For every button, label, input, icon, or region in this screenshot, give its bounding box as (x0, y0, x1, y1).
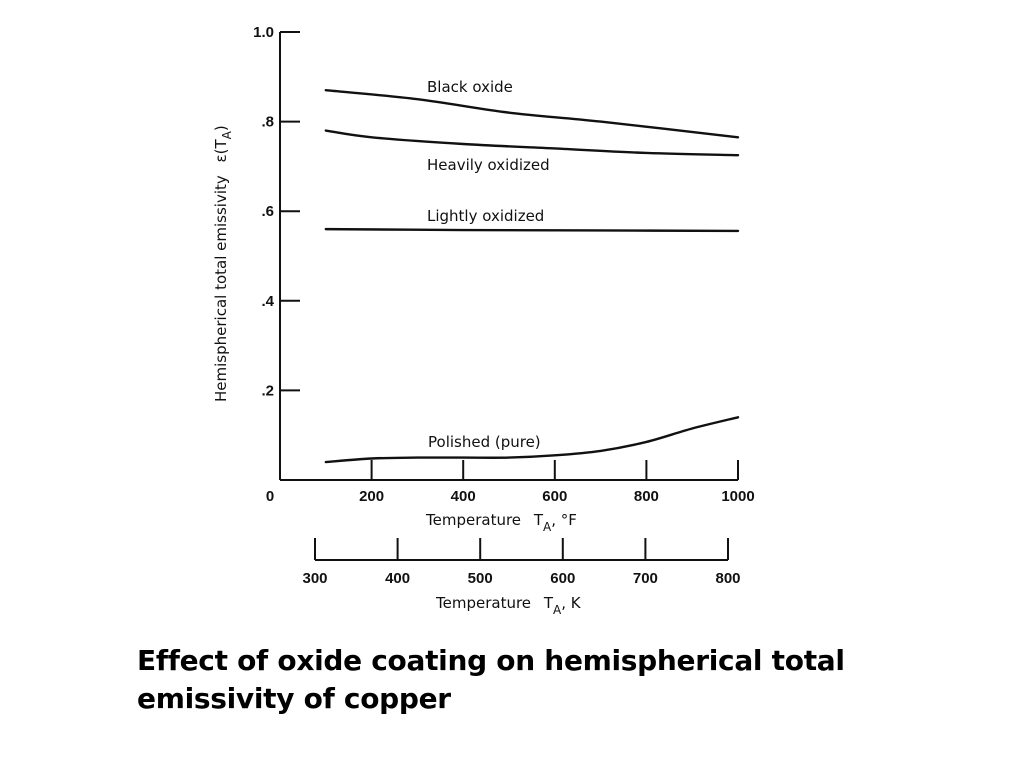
series-label-polished-pure: Polished (pure) (428, 433, 541, 451)
chart-series (324, 89, 740, 464)
series-line-heavily-oxidized (324, 129, 740, 157)
x-axis-title-f-text: Temperature (425, 511, 521, 529)
figure-caption: Effect of oxide coating on hemispherical… (137, 644, 845, 715)
y-tick-label-3: .8 (261, 114, 274, 131)
y-tick-label-1: .4 (261, 293, 274, 310)
series-label-heavily-oxidized: Heavily oxidized (427, 156, 550, 174)
x-tick-label-4: 800 (634, 488, 659, 505)
x-axis-title-k-unit: , K (561, 594, 582, 612)
chart-labels: Black oxide Heavily oxidized Lightly oxidi… (427, 78, 550, 451)
k-tick-label-2: 500 (468, 570, 493, 587)
x-axis-title-f-sub: A (543, 520, 552, 534)
k-tick-label-1: 400 (385, 570, 410, 587)
x-axis-title-k-text: Temperature (435, 594, 531, 612)
y-axis-title-close: ) (212, 125, 230, 131)
x-axis-title-k-symbol: T (543, 594, 554, 612)
k-tick-label-4: 700 (633, 570, 658, 587)
x-axis-title-k-sub: A (553, 603, 562, 617)
x-axis-title-f-symbol: T (533, 511, 544, 529)
series-label-lightly-oxidized: Lightly oxidized (427, 207, 544, 225)
x-axis-title-f: Temperature TA, °F (425, 511, 577, 534)
series-label-black-oxide: Black oxide (427, 78, 513, 96)
series-line-polished-pure (324, 416, 740, 464)
y-tick-label-0: .2 (261, 382, 274, 399)
x-tick-label-5: 1000 (721, 488, 754, 505)
x-axis-title-k: Temperature TA, K (435, 594, 582, 617)
x-tick-label-2: 400 (451, 488, 476, 505)
y-tick-label-4: 1.0 (253, 24, 274, 41)
k-tick-label-0: 300 (302, 570, 327, 587)
series-line-black-oxide (324, 89, 740, 139)
y-axis-title-symbol: ε(T (212, 139, 230, 163)
y-tick-label-2: .6 (261, 203, 274, 220)
y-axis-title-sub: A (220, 130, 234, 139)
k-tick-label-5: 800 (715, 570, 740, 587)
x-axis-title-f-unit: , °F (551, 511, 577, 529)
k-tick-label-3: 600 (550, 570, 575, 587)
series-line-lightly-oxidized (324, 227, 740, 233)
y-axis-title-text: Hemispherical total emissivity (212, 175, 230, 402)
x-tick-label-0: 0 (266, 488, 274, 505)
x-tick-label-3: 600 (542, 488, 567, 505)
y-axis-title: Hemispherical total emissivity ε(TA) (212, 125, 234, 402)
chart-axes: .2 .4 .6 .8 1.0 0 200 400 600 800 1000 300 400 500 600… (253, 24, 755, 587)
x-tick-label-1: 200 (359, 488, 384, 505)
emissivity-chart: .2 .4 .6 .8 1.0 0 200 400 600 800 1000 300 400 500 600… (212, 24, 755, 617)
